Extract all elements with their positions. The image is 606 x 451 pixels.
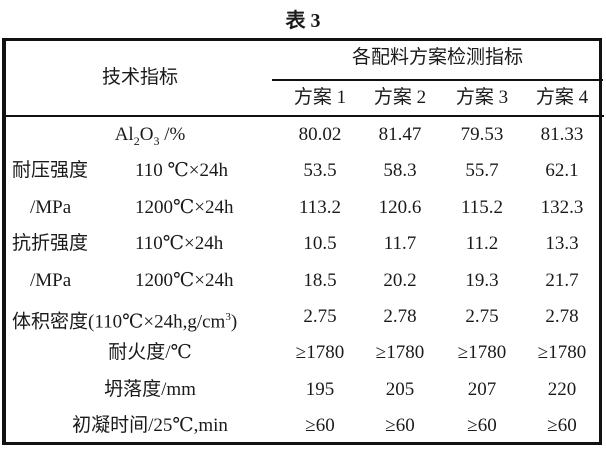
header-divider xyxy=(272,79,603,81)
row-condition: 1200℃×24h xyxy=(135,269,234,291)
cell-plan-1: ≥1780 xyxy=(295,342,345,364)
table-row: 耐火度/℃ ≥1780 ≥1780 ≥1780 ≥1780 xyxy=(0,335,606,371)
header-plan-3: 方案 3 xyxy=(455,87,509,108)
cell-plan-2: 205 xyxy=(385,378,415,400)
table-row: /MPa 1200℃×24h 18.5 20.2 19.3 21.7 xyxy=(0,263,606,299)
row-label: 坍落度/mm xyxy=(104,378,196,400)
table-row: 体积密度(110℃×24h,g/cm3) 2.75 2.78 2.75 2.78 xyxy=(0,299,606,335)
row-label: 耐火度/℃ xyxy=(108,342,192,364)
cell-plan-4: 21.7 xyxy=(545,269,579,291)
cell-plan-2: 58.3 xyxy=(383,160,417,182)
cell-plan-4: 132.3 xyxy=(540,196,584,218)
table-row: 坍落度/mm 195 205 207 220 xyxy=(0,372,606,408)
row-label: 耐压强度 xyxy=(12,160,89,182)
cell-plan-1: ≥60 xyxy=(305,415,335,437)
cell-plan-3: 79.53 xyxy=(460,124,504,145)
header-indicator: 技术指标 xyxy=(101,67,178,88)
cell-plan-3: 55.7 xyxy=(465,160,499,182)
cell-plan-1: 10.5 xyxy=(303,233,337,255)
cell-plan-4: 81.33 xyxy=(540,124,584,145)
row-condition: 1200℃×24h xyxy=(135,196,234,218)
table-row: /MPa 1200℃×24h 113.2 120.6 115.2 132.3 xyxy=(0,190,606,226)
cell-plan-1: 53.5 xyxy=(303,160,337,182)
data-table xyxy=(2,38,602,445)
row-label: 体积密度(110℃×24h,g/cm3) xyxy=(12,311,238,333)
cell-plan-2: 81.47 xyxy=(378,124,422,145)
table-row: 耐压强度 110 ℃×24h 53.5 58.3 55.7 62.1 xyxy=(0,153,606,189)
cell-plan-3: 11.2 xyxy=(465,233,499,255)
row-condition: 110 ℃×24h xyxy=(135,160,229,182)
table-row: 抗折强度 110℃×24h 10.5 11.7 11.2 13.3 xyxy=(0,226,606,262)
cell-plan-4: 2.78 xyxy=(545,306,579,327)
row-label: Al2O3 /% xyxy=(114,124,186,148)
header-bottom-rule xyxy=(2,115,604,117)
header-plan-1: 方案 1 xyxy=(293,87,347,108)
cell-plan-3: 2.75 xyxy=(465,306,499,327)
cell-plan-3: 19.3 xyxy=(465,269,499,291)
cell-plan-2: 120.6 xyxy=(378,196,422,218)
cell-plan-4: 62.1 xyxy=(545,160,579,182)
header-plan-2: 方案 2 xyxy=(373,87,427,108)
cell-plan-3: 115.2 xyxy=(460,196,504,218)
table-row: 初凝时间/25℃,min ≥60 ≥60 ≥60 ≥60 xyxy=(0,408,606,444)
cell-plan-4: ≥1780 xyxy=(537,342,587,364)
cell-plan-2: ≥1780 xyxy=(375,342,425,364)
cell-plan-4: 13.3 xyxy=(545,233,579,255)
cell-plan-1: 195 xyxy=(305,378,335,400)
row-label: /MPa xyxy=(30,269,72,291)
row-label: /MPa xyxy=(30,196,72,218)
header-group: 各配料方案检测指标 xyxy=(351,47,523,68)
cell-plan-1: 2.75 xyxy=(303,306,337,327)
cell-plan-3: ≥60 xyxy=(467,415,497,437)
cell-plan-2: 2.78 xyxy=(383,306,417,327)
cell-plan-1: 18.5 xyxy=(303,269,337,291)
header-plan-4: 方案 4 xyxy=(535,87,589,108)
cell-plan-4: 220 xyxy=(547,378,577,400)
cell-plan-1: 80.02 xyxy=(298,124,342,145)
cell-plan-1: 113.2 xyxy=(298,196,342,218)
row-label: 初凝时间/25℃,min xyxy=(72,415,228,437)
row-label: 抗折强度 xyxy=(12,233,89,255)
row-condition: 110℃×24h xyxy=(135,233,224,255)
cell-plan-3: ≥1780 xyxy=(457,342,507,364)
cell-plan-2: 20.2 xyxy=(383,269,417,291)
cell-plan-4: ≥60 xyxy=(547,415,577,437)
cell-plan-3: 207 xyxy=(467,378,497,400)
cell-plan-2: 11.7 xyxy=(383,233,417,255)
table-title: 表 3 xyxy=(285,10,321,32)
table-row: Al2O3 /% 80.02 81.47 79.53 81.33 xyxy=(0,117,606,153)
cell-plan-2: ≥60 xyxy=(385,415,415,437)
